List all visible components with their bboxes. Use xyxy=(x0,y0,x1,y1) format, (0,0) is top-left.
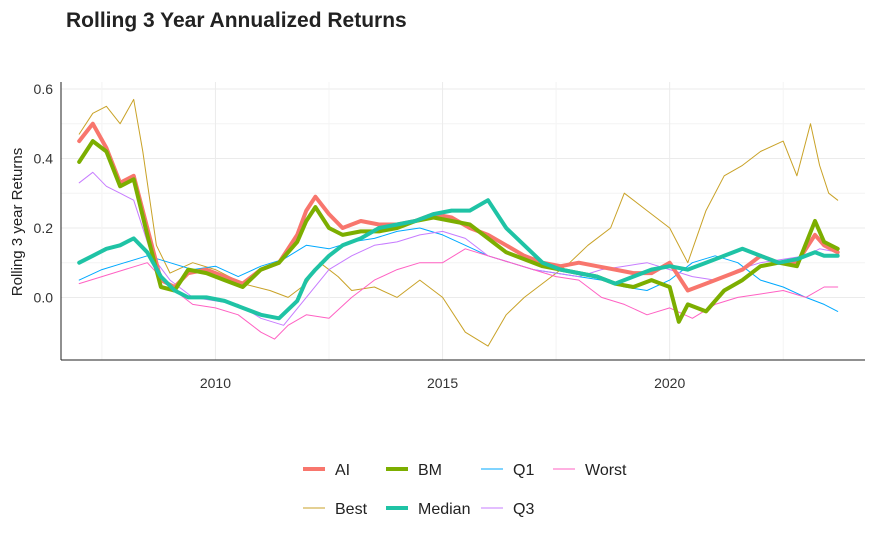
legend-label-ai: AI xyxy=(335,462,350,479)
x-tick-label: 2015 xyxy=(427,375,458,391)
grid-lines xyxy=(61,82,865,360)
legend-label-q1: Q1 xyxy=(513,462,534,479)
y-tick-label: 0.0 xyxy=(34,289,54,305)
x-tick-label: 2010 xyxy=(200,375,231,391)
y-tick-label: 0.4 xyxy=(34,150,54,166)
legend-label-worst: Worst xyxy=(585,462,627,479)
legend-label-q3: Q3 xyxy=(513,501,534,518)
series-line-worst xyxy=(78,248,839,340)
series-line-ai xyxy=(77,121,840,293)
y-axis-title: Rolling 3 year Returns xyxy=(9,148,26,296)
series-line-bm xyxy=(77,139,840,324)
legend-label-bm: BM xyxy=(418,462,442,479)
series-line-q3 xyxy=(78,171,839,326)
x-tick-label: 2020 xyxy=(654,375,685,391)
legend: AI BM Q1 Worst Best Median Q3 xyxy=(303,462,627,518)
y-tick-label: 0.6 xyxy=(34,81,54,97)
tick-labels: 0.0 0.2 0.4 0.6 2010 2015 2020 xyxy=(34,81,686,391)
legend-label-best: Best xyxy=(335,501,368,518)
series-lines xyxy=(77,98,840,347)
legend-label-median: Median xyxy=(418,501,470,518)
y-tick-label: 0.2 xyxy=(34,220,54,236)
axes xyxy=(60,82,865,361)
series-line-best xyxy=(78,98,839,347)
chart-title: Rolling 3 Year Annualized Returns xyxy=(66,9,407,32)
series-line-median xyxy=(77,198,840,321)
